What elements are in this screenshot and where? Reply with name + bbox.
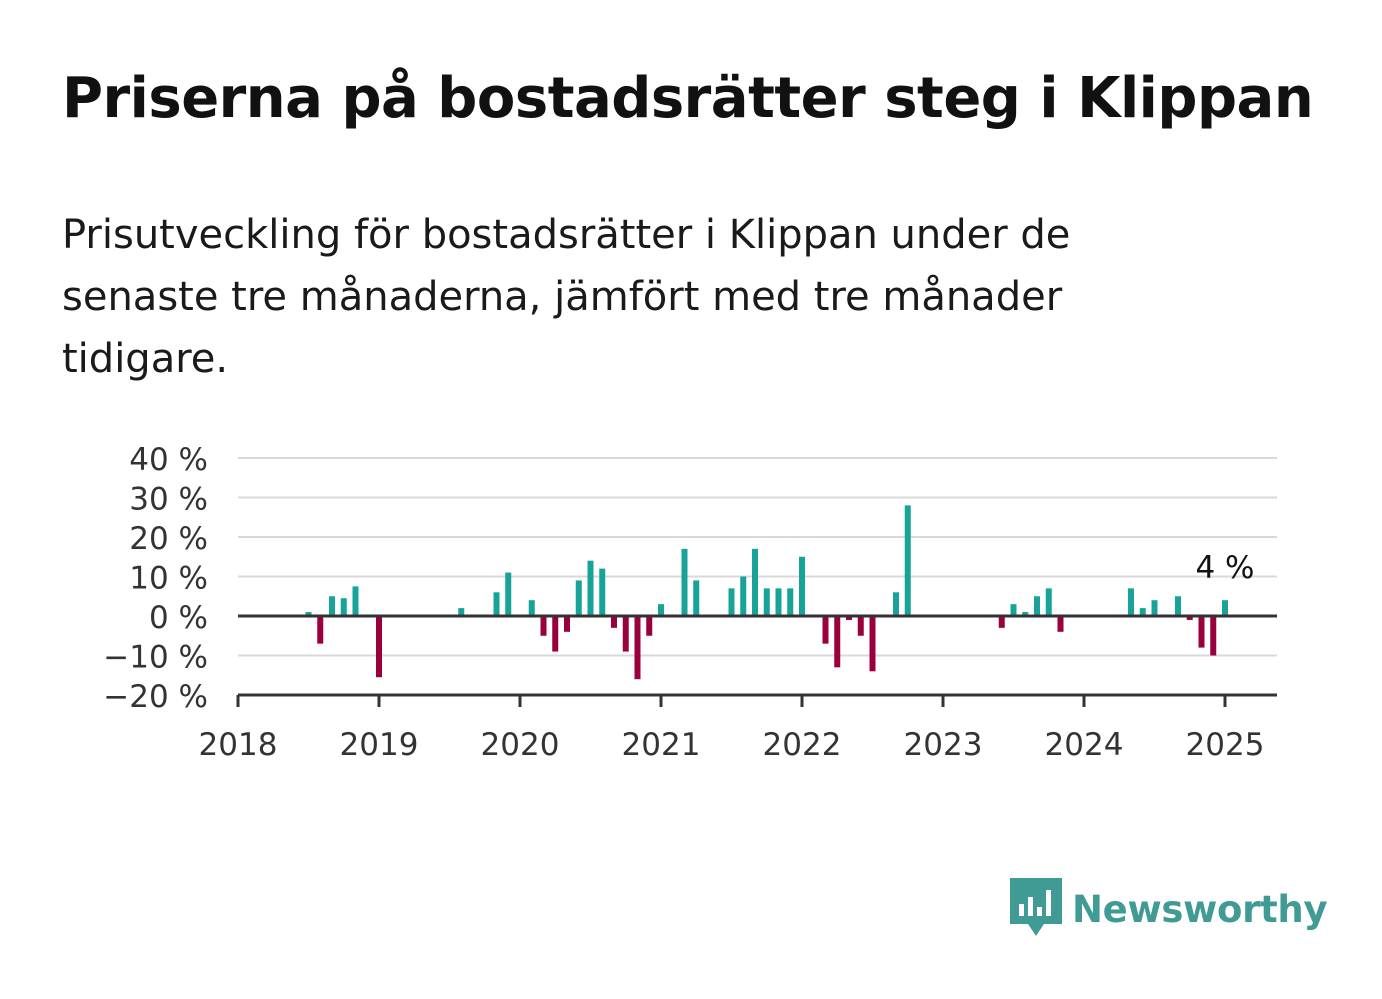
y-tick-label: 20 % bbox=[129, 521, 208, 557]
bar bbox=[1057, 616, 1064, 632]
x-tick-label: 2019 bbox=[340, 727, 419, 763]
bar bbox=[1175, 596, 1181, 616]
bar bbox=[575, 580, 582, 616]
bar bbox=[998, 616, 1005, 628]
bar bbox=[587, 560, 594, 616]
x-axis: 2018 2019 2020 2021 2022 2023 2024 2025 bbox=[199, 693, 1277, 763]
bars bbox=[305, 505, 1228, 680]
y-tick-label: 0 % bbox=[149, 600, 208, 636]
bar bbox=[1222, 600, 1228, 616]
bar bbox=[1022, 612, 1029, 616]
x-tick-label: 2018 bbox=[199, 727, 278, 763]
y-tick-label: 40 % bbox=[129, 442, 208, 478]
x-tick-label: 2022 bbox=[763, 727, 842, 763]
x-tick-label: 2025 bbox=[1186, 727, 1265, 763]
bar bbox=[893, 592, 899, 616]
newsworthy-logo: Newsworthy bbox=[1010, 876, 1328, 942]
annotations: 4 % bbox=[1195, 550, 1254, 586]
bar bbox=[352, 586, 359, 616]
bar bbox=[1128, 588, 1134, 616]
x-tick-label: 2023 bbox=[904, 727, 983, 763]
brand-name: Newsworthy bbox=[1072, 887, 1328, 931]
bar bbox=[752, 548, 758, 616]
x-tick-label: 2024 bbox=[1045, 727, 1124, 763]
bar bbox=[376, 616, 382, 678]
bar bbox=[1045, 588, 1052, 616]
bar bbox=[658, 604, 664, 616]
bar bbox=[846, 616, 852, 620]
bar bbox=[857, 616, 864, 636]
bar bbox=[775, 588, 782, 616]
bar bbox=[693, 580, 700, 616]
bar bbox=[329, 596, 335, 616]
bar bbox=[1151, 600, 1158, 616]
y-tick-label: −10 % bbox=[103, 640, 208, 676]
last-value-label: 4 % bbox=[1195, 550, 1254, 586]
bar bbox=[740, 576, 747, 616]
bar bbox=[763, 588, 770, 616]
bar bbox=[634, 616, 641, 680]
grid-lines bbox=[238, 457, 1277, 657]
bar bbox=[552, 616, 559, 652]
bar bbox=[681, 548, 688, 616]
bar-chart: 40 %30 %20 %10 %0 %−10 %−20 % 2018 2019 20… bbox=[103, 442, 1277, 763]
chart-title: Priserna på bostadsrätter steg i Klippan bbox=[62, 66, 1314, 131]
bar bbox=[1186, 616, 1193, 620]
bar bbox=[540, 616, 547, 636]
bar bbox=[317, 616, 324, 644]
y-tick-label: 10 % bbox=[129, 561, 208, 597]
bar bbox=[528, 600, 535, 616]
bar bbox=[834, 616, 841, 668]
bar bbox=[1198, 616, 1205, 648]
bar bbox=[822, 616, 829, 644]
y-axis-tick-labels: 40 % 30 %20 % 10 %0 % −10 %−20 % bbox=[103, 442, 208, 715]
bar bbox=[340, 598, 347, 616]
bar bbox=[1010, 604, 1017, 616]
bar bbox=[799, 556, 805, 616]
x-tick-label: 2021 bbox=[622, 727, 701, 763]
bar-chart-speech-bubble-icon bbox=[1010, 878, 1062, 936]
bar bbox=[458, 608, 465, 616]
y-tick-label: 30 % bbox=[129, 482, 208, 518]
x-tick-label: 2020 bbox=[481, 727, 560, 763]
bar bbox=[787, 588, 794, 616]
bar bbox=[904, 505, 911, 616]
bar bbox=[646, 616, 653, 636]
bar bbox=[564, 616, 570, 632]
bar bbox=[869, 616, 876, 672]
bar bbox=[622, 616, 629, 652]
chart-subtitle: Prisutveckling för bostadsrätter i Klipp… bbox=[62, 212, 1071, 382]
bar bbox=[305, 612, 312, 616]
bar bbox=[493, 592, 500, 616]
bar bbox=[1210, 616, 1217, 656]
bar bbox=[728, 588, 735, 616]
bar bbox=[611, 616, 617, 628]
y-tick-label: −20 % bbox=[103, 679, 208, 715]
bar bbox=[1034, 596, 1040, 616]
bar bbox=[505, 572, 512, 616]
bar bbox=[599, 568, 606, 616]
bar bbox=[1139, 608, 1146, 616]
